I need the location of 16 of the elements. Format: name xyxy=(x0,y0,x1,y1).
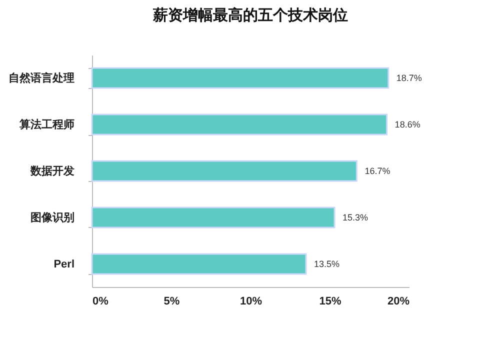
x-tick-label: 10% xyxy=(240,296,262,308)
x-tick-label: 15% xyxy=(319,296,342,308)
x-tick-label: 5% xyxy=(164,296,180,308)
y-tick-label: 自然语言处理 xyxy=(8,72,74,85)
x-tick-label: 20% xyxy=(387,296,410,308)
data-label: 15.3% xyxy=(342,212,368,222)
y-tick-label: 算法工程师 xyxy=(18,118,74,132)
data-label: 13.5% xyxy=(314,258,340,269)
x-tick-label: 0% xyxy=(92,296,109,308)
y-tick-label: 图像识别 xyxy=(30,210,74,224)
y-tick-label: 数据开发 xyxy=(30,164,74,178)
data-label: 18.6% xyxy=(394,120,420,130)
y-tick-label: Perl xyxy=(54,258,74,270)
data-label: 18.7% xyxy=(396,73,422,84)
data-label: 16.7% xyxy=(364,166,390,176)
chart-title: 薪资增幅最高的五个技术岗位 xyxy=(152,6,348,24)
